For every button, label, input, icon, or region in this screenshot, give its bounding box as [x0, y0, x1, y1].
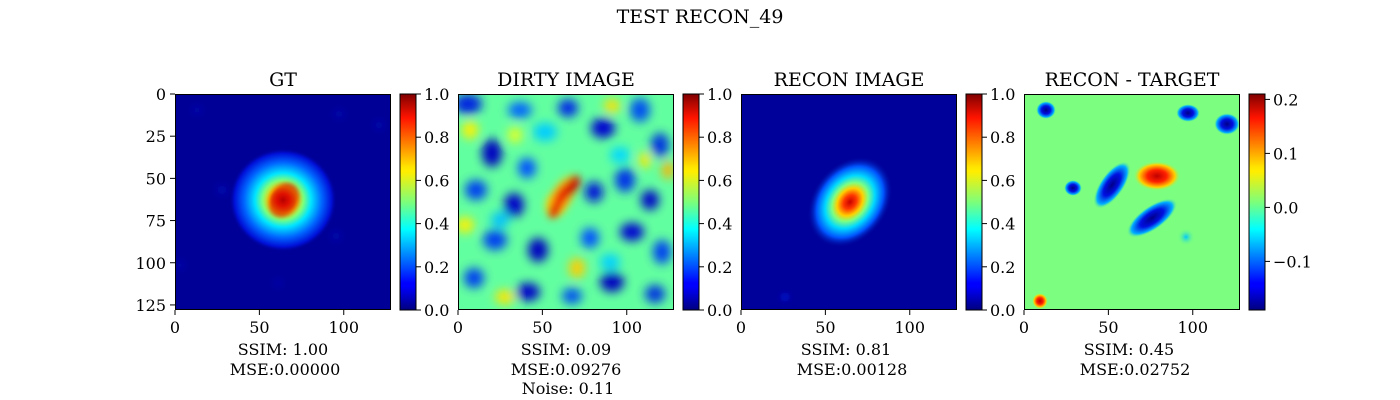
caption-ssim: SSIM: 1.00: [238, 340, 328, 359]
caption-mse: MSE:0.02752: [1080, 360, 1191, 379]
panel-title: GT: [269, 69, 297, 91]
caption-mse: MSE:0.00000: [230, 360, 341, 379]
x-tick-label: 100: [1177, 318, 1208, 337]
colorbar-tick-label: 0.0: [1273, 198, 1298, 217]
colorbar-tick-label: 1.0: [990, 85, 1015, 104]
x-tick-label: 0: [1019, 318, 1029, 337]
colorbar-tick-label: 1.0: [707, 85, 732, 104]
colorbar-tick-label: 0.0: [707, 301, 732, 320]
caption-mse: MSE:0.09276: [511, 360, 622, 379]
y-tick-label: 50: [146, 169, 166, 188]
colorbar-tick-label: 0.6: [424, 171, 449, 190]
colorbar: [682, 93, 700, 311]
y-tick-label: 0: [156, 85, 166, 104]
caption-noise: Noise: 0.11: [522, 379, 615, 398]
heatmap-image: [175, 94, 391, 310]
colorbar: [965, 93, 983, 311]
figure-title: TEST RECON_49: [617, 6, 784, 28]
x-tick-label: 50: [249, 318, 269, 337]
panel-recon-image: RECON IMAGE: [741, 69, 957, 310]
x-tick-label: 50: [815, 318, 835, 337]
caption-ssim: SSIM: 0.09: [521, 340, 611, 359]
panel-title: DIRTY IMAGE: [497, 69, 635, 91]
colorbar-tick-label: −0.1: [1273, 252, 1312, 271]
y-tick-label: 100: [135, 254, 166, 273]
colorbar-tick-label: 0.1: [1273, 144, 1298, 163]
colorbar-tick-label: 0.2: [990, 258, 1015, 277]
heatmap-image: [458, 94, 674, 310]
x-tick-label: 0: [736, 318, 746, 337]
colorbar-tick-label: 0.2: [424, 258, 449, 277]
caption-ssim: SSIM: 0.81: [801, 340, 891, 359]
panel-recon-minus-target: RECON - TARGET: [1024, 69, 1240, 310]
axes-frame: [1024, 94, 1240, 310]
y-tick-label: 75: [146, 212, 166, 231]
colorbar-tick-label: 0.6: [707, 171, 732, 190]
panel-title: RECON - TARGET: [1045, 69, 1220, 91]
axes-frame: [741, 94, 957, 310]
panel-dirty-image: DIRTY IMAGE: [458, 69, 674, 310]
colorbar-tick-label: 0.6: [990, 171, 1015, 190]
colorbar-tick-label: 0.2: [1273, 90, 1298, 109]
colorbar-tick-label: 0.4: [707, 215, 732, 234]
x-tick-label: 50: [1098, 318, 1118, 337]
colorbar-tick-label: 1.0: [424, 85, 449, 104]
caption-mse: MSE:0.00128: [797, 360, 908, 379]
heatmap-image: [741, 94, 957, 310]
colorbar-tick-label: 0.2: [707, 258, 732, 277]
x-tick-label: 50: [532, 318, 552, 337]
colorbar: [399, 93, 417, 311]
colorbar-tick-label: 0.4: [424, 215, 449, 234]
axes-frame: [458, 94, 674, 310]
caption-ssim: SSIM: 0.45: [1084, 340, 1174, 359]
x-tick-label: 100: [894, 318, 925, 337]
y-tick-label: 25: [146, 127, 166, 146]
x-tick-label: 100: [611, 318, 642, 337]
panel-gt: GT: [175, 69, 391, 310]
panel-title: RECON IMAGE: [774, 69, 925, 91]
axes-frame: [175, 94, 391, 310]
colorbar-tick-label: 0.8: [424, 128, 449, 147]
x-tick-label: 0: [170, 318, 180, 337]
x-tick-label: 0: [453, 318, 463, 337]
colorbar-tick-label: 0.8: [707, 128, 732, 147]
colorbar-tick-label: 0.8: [990, 128, 1015, 147]
x-tick-label: 100: [328, 318, 359, 337]
colorbar-tick-label: 0.0: [990, 301, 1015, 320]
colorbar-tick-label: 0.0: [424, 301, 449, 320]
colorbar-tick-label: 0.4: [990, 215, 1015, 234]
y-tick-label: 125: [135, 296, 166, 315]
heatmap-image: [1024, 94, 1240, 310]
colorbar: [1248, 93, 1266, 311]
